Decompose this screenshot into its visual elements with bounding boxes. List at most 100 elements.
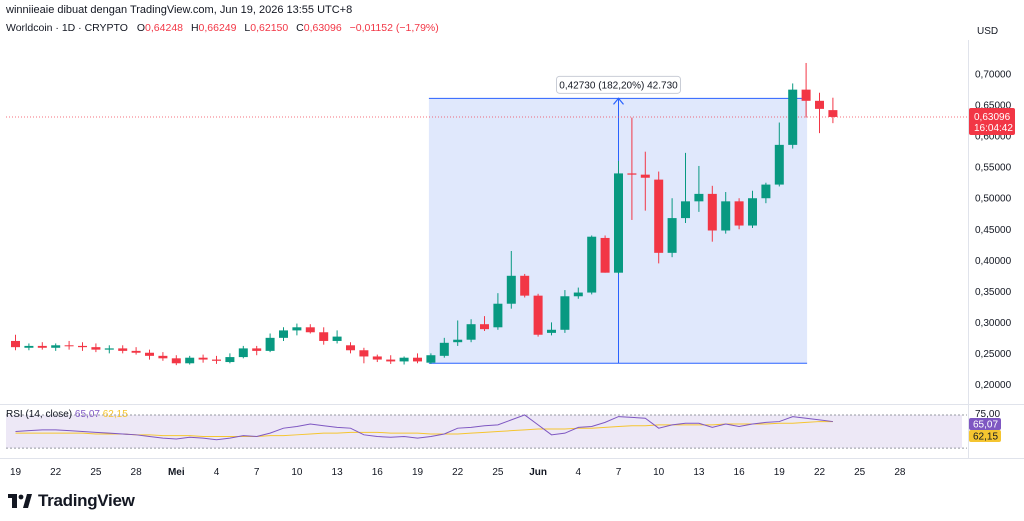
time-tick-label: 10 bbox=[653, 467, 665, 478]
candle-up bbox=[24, 345, 34, 348]
time-tick-label: 25 bbox=[854, 467, 866, 478]
candle-up bbox=[439, 342, 449, 356]
rsi-ma-value-tag bbox=[969, 430, 1001, 442]
candle-up bbox=[493, 303, 503, 328]
time-tick-label: 7 bbox=[254, 467, 260, 478]
candle-down bbox=[533, 295, 543, 335]
tradingview-logo-text: TradingView bbox=[38, 491, 135, 510]
candle-up bbox=[547, 329, 556, 333]
rsi-legend: RSI (14, close) 65,07 62,15 bbox=[6, 409, 128, 420]
candle-down bbox=[386, 359, 396, 362]
time-tick-label: 4 bbox=[214, 467, 220, 478]
candle-up bbox=[225, 357, 235, 363]
rsi-axis-value: 65,07 bbox=[973, 420, 998, 431]
rsi-band bbox=[6, 414, 962, 449]
price-tick-label: 0,70000 bbox=[975, 70, 1012, 81]
candle-up bbox=[332, 336, 342, 341]
time-tick-label: 16 bbox=[734, 467, 746, 478]
rsi-label[interactable]: RSI (14, close) bbox=[6, 409, 73, 420]
candle-up bbox=[614, 173, 623, 273]
candle-down bbox=[520, 275, 530, 296]
candle-down bbox=[707, 193, 717, 231]
candle-up bbox=[279, 330, 288, 338]
candle-up bbox=[292, 327, 302, 331]
time-tick-label: 19 bbox=[774, 467, 786, 478]
candle-down bbox=[198, 357, 208, 360]
candle-down bbox=[480, 324, 489, 330]
time-tick-label: 25 bbox=[492, 467, 504, 478]
price-tick-label: 0,45000 bbox=[975, 225, 1012, 236]
open-label: O bbox=[136, 22, 146, 34]
low-label: L bbox=[244, 22, 251, 34]
symbol-title[interactable]: Worldcoin · 1D · CRYPTO bbox=[6, 22, 128, 34]
candle-down bbox=[640, 174, 650, 178]
candle-down bbox=[171, 358, 181, 364]
candle-up bbox=[51, 345, 61, 348]
candle-up bbox=[748, 198, 757, 226]
tradingview-logo-icon bbox=[8, 494, 32, 508]
rsi-ma-line bbox=[15, 421, 833, 437]
candle-up bbox=[573, 292, 583, 297]
candle-up bbox=[185, 357, 195, 364]
rsi-value-tag bbox=[969, 418, 1001, 430]
candle-down bbox=[828, 110, 838, 117]
rsi-line bbox=[15, 414, 833, 441]
price-tick-label: 0,40000 bbox=[975, 256, 1012, 267]
price-range-arrow-head bbox=[613, 97, 624, 105]
tradingview-logo[interactable]: TradingView bbox=[8, 491, 135, 511]
candle-up bbox=[560, 296, 570, 330]
time-tick-label: 22 bbox=[452, 467, 464, 478]
time-tick-label: 25 bbox=[90, 467, 102, 478]
candle-down bbox=[801, 89, 811, 101]
candle-down bbox=[64, 345, 74, 347]
candle-up bbox=[466, 324, 476, 340]
currency-label[interactable]: USD bbox=[977, 26, 999, 37]
open-value: 0,64248 bbox=[145, 22, 184, 34]
candle-up bbox=[721, 201, 731, 231]
time-tick-label: 22 bbox=[814, 467, 826, 478]
candle-down bbox=[319, 332, 329, 341]
candle-down bbox=[158, 355, 168, 359]
time-tick-label: 13 bbox=[693, 467, 705, 478]
candle-up bbox=[694, 193, 704, 202]
candle-down bbox=[11, 340, 20, 348]
price-tick-label: 0,55000 bbox=[975, 163, 1012, 174]
price-tick-label: 0,60000 bbox=[975, 132, 1012, 143]
price-range-label-box bbox=[556, 75, 681, 94]
candle-down bbox=[359, 350, 369, 357]
rsi-tick-label: 75,00 bbox=[975, 409, 1000, 420]
candle-down bbox=[252, 348, 262, 351]
candle-down bbox=[131, 350, 141, 353]
candle-up bbox=[104, 348, 114, 350]
candle-down bbox=[413, 357, 422, 362]
time-tick-label: 16 bbox=[372, 467, 384, 478]
candle-up bbox=[453, 339, 463, 343]
candle-up bbox=[761, 184, 771, 199]
candle-down bbox=[78, 345, 87, 348]
candle-down bbox=[118, 348, 128, 351]
price-tick-label: 0,35000 bbox=[975, 287, 1012, 298]
time-tick-label: 28 bbox=[131, 467, 143, 478]
candle-down bbox=[600, 237, 610, 273]
time-tick-label: 28 bbox=[894, 467, 906, 478]
candle-up bbox=[238, 348, 248, 358]
candle-down bbox=[145, 352, 154, 356]
candle-up bbox=[265, 337, 275, 351]
bar-countdown: 16:04:42 bbox=[974, 123, 1013, 134]
candle-up bbox=[587, 236, 597, 293]
high-label: H bbox=[190, 22, 199, 34]
time-tick-label: 22 bbox=[50, 467, 62, 478]
chart-author-line: winniieaie dibuat dengan TradingView.com… bbox=[6, 4, 353, 16]
rsi-ma-axis-value: 62,15 bbox=[973, 432, 998, 443]
time-tick-label: Jun bbox=[529, 467, 547, 478]
candle-down bbox=[815, 100, 824, 109]
time-tick-label: 19 bbox=[412, 467, 424, 478]
candle-down bbox=[627, 173, 637, 175]
candle-down bbox=[91, 347, 101, 350]
price-tick-label: 0,50000 bbox=[975, 194, 1012, 205]
price-tick-label: 0,20000 bbox=[975, 380, 1012, 391]
time-tick-label: 10 bbox=[291, 467, 303, 478]
rsi-ma-legend-value: 62,15 bbox=[102, 409, 128, 420]
candle-up bbox=[788, 89, 798, 145]
